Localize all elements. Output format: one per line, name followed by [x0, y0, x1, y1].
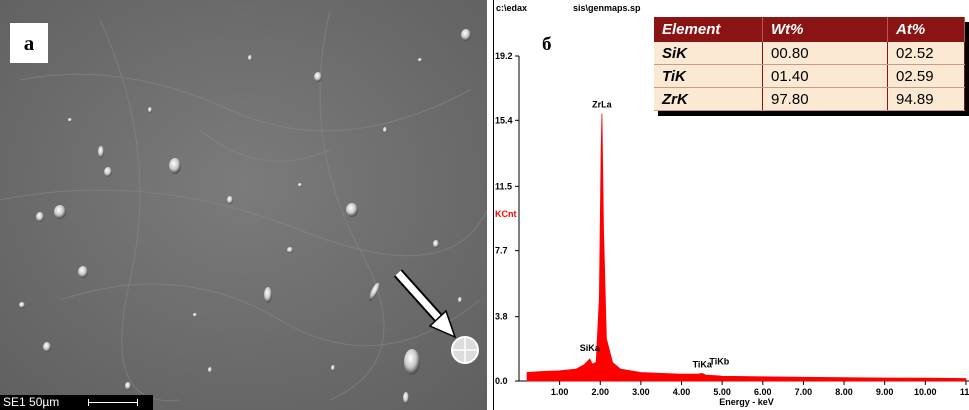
- y-axis-label: KCnt: [495, 209, 517, 219]
- y-tick-label: 7.7: [495, 246, 508, 256]
- y-tick-label: 11.5: [495, 181, 512, 191]
- sem-micrograph-panel: a SE1 50µm: [0, 0, 487, 410]
- scale-bar-line: [88, 399, 138, 406]
- x-tick-label: 3.00: [632, 387, 650, 397]
- scale-bar: SE1 50µm: [0, 395, 153, 410]
- cell-element: ZrK: [654, 87, 763, 111]
- eds-spectrum-chart: 0.0 3.8 7.7 11.5 15.4 19.2 1.00 2.00 3.00 4.00 5.…: [495, 51, 969, 407]
- table-row: SiK 00.80 02.52: [654, 42, 965, 65]
- surface-scratches: [0, 9, 487, 402]
- peak-label-sika: SiKa: [580, 343, 601, 353]
- x-tick-label: 4.00: [673, 387, 691, 397]
- header-at: At%: [887, 17, 965, 42]
- x-tick-label: 1.00: [551, 387, 569, 397]
- marked-particle: [451, 336, 479, 364]
- surface-particles: [19, 29, 471, 404]
- cell-wt: 97.80: [762, 87, 888, 111]
- file-path-right: sis\genmaps.sp: [573, 3, 641, 13]
- peak-label-zrla: ZrLa: [592, 100, 612, 110]
- y-tick-label: 15.4: [495, 115, 513, 125]
- highlight-arrow: [393, 269, 457, 339]
- y-tick-label: 0.0: [495, 376, 508, 386]
- sem-background: [0, 0, 487, 410]
- spectrum-series-0: [526, 113, 967, 382]
- x-tick-label: 7.00: [795, 387, 813, 397]
- scale-bar-label: SE1 50µm: [3, 395, 60, 409]
- x-tick-label: 8.00: [835, 387, 853, 397]
- table-row: TiK 01.40 02.59: [654, 64, 965, 88]
- eds-spectrum-panel: 0.0 3.8 7.7 11.5 15.4 19.2 1.00 2.00 3.00 4.00 5.…: [493, 0, 969, 410]
- x-tick-label: 6.00: [754, 387, 772, 397]
- x-tick-label: 9.00: [876, 387, 894, 397]
- cell-element: SiK: [654, 42, 763, 65]
- y-axis-ticks: 0.0 3.8 7.7 11.5 15.4 19.2: [495, 51, 519, 386]
- panel-label-a: a: [10, 23, 48, 63]
- y-tick-label: 19.2: [495, 51, 513, 61]
- sem-micrograph-image: [0, 0, 487, 410]
- peak-label-tika: TiKa: [693, 359, 713, 369]
- element-composition-table: Element Wt% At% SiK 00.80 02.52 TiK 01.4…: [654, 17, 965, 111]
- cell-at: 02.59: [887, 64, 965, 88]
- x-tick-label: 10.00: [914, 387, 937, 397]
- y-tick-label: 3.8: [495, 312, 508, 322]
- x-tick-label: 2.00: [591, 387, 609, 397]
- peak-label-tikb: TiKb: [709, 356, 729, 366]
- x-axis-label: Energy - keV: [719, 397, 774, 407]
- table-header-row: Element Wt% At%: [654, 17, 965, 42]
- panel-label-b: б: [542, 34, 552, 55]
- cell-at: 94.89: [887, 87, 965, 111]
- header-wt: Wt%: [762, 17, 888, 42]
- header-element: Element: [654, 17, 763, 42]
- cell-wt: 00.80: [762, 42, 888, 65]
- x-tick-label: 11.: [960, 387, 969, 397]
- chart-series: [526, 113, 967, 382]
- file-path-left: c:\edax: [496, 3, 528, 13]
- table-row: ZrK 97.80 94.89: [654, 87, 965, 111]
- x-tick-label: 5.00: [713, 387, 731, 397]
- cell-at: 02.52: [887, 42, 965, 65]
- cell-element: TiK: [654, 64, 763, 88]
- x-axis-ticks: 1.00 2.00 3.00 4.00 5.00 6.00 7.00 8.00 9.00 10.0…: [551, 381, 969, 397]
- cell-wt: 01.40: [762, 64, 888, 88]
